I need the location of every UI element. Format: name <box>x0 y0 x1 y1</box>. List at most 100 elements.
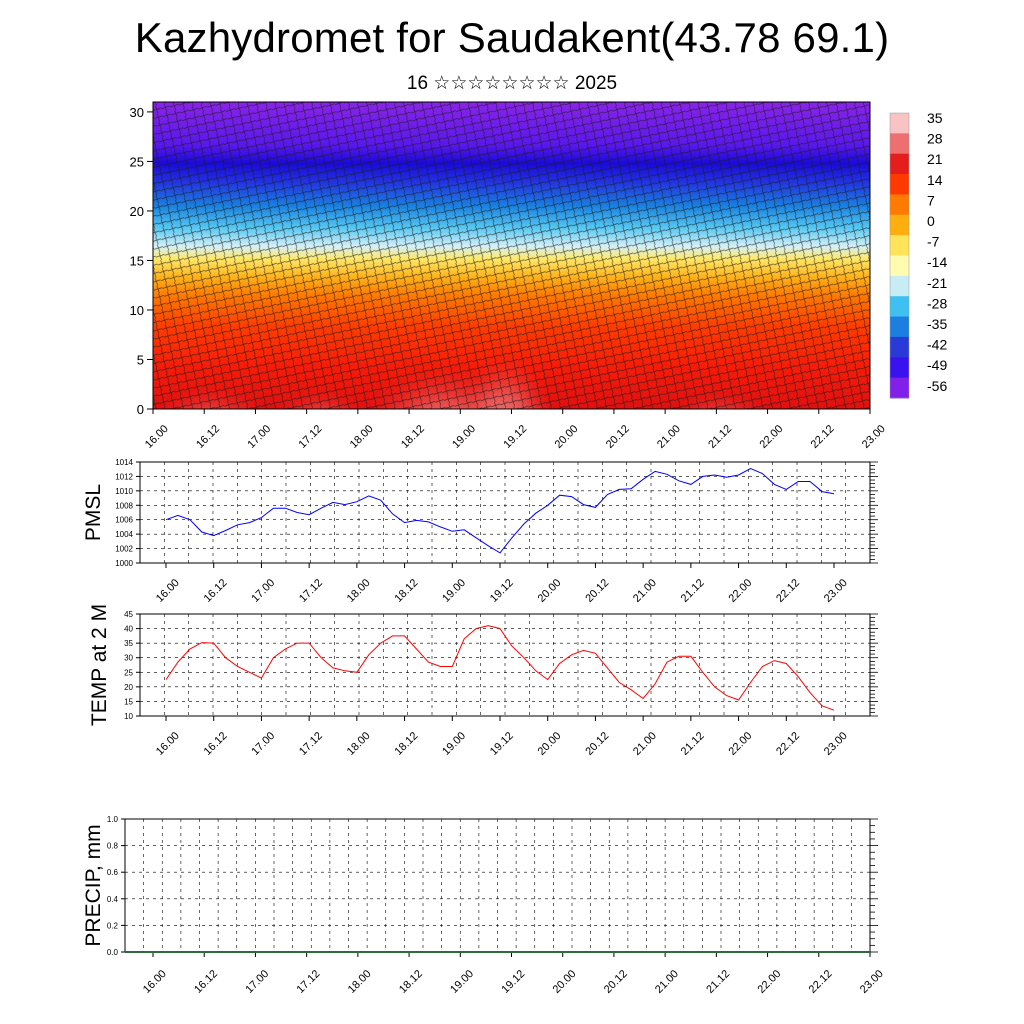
x-tick-label: 21.00 <box>631 730 659 758</box>
x-tick-label: 19.12 <box>488 730 516 758</box>
colorbar-swatch <box>890 275 909 297</box>
y-tick-label: 0.6 <box>107 868 119 877</box>
x-tick-label: 16.00 <box>143 423 171 451</box>
x-tick-label: 23.00 <box>858 968 886 996</box>
colorbar-swatch <box>890 336 909 358</box>
precip-panel: 0.0 0.2 0.4 0.6 0.8 1.0 16.00 16.12 17.00 17.12 18… <box>82 815 886 996</box>
colorbar-label: 14 <box>927 172 943 188</box>
colorbar-swatch <box>890 235 909 256</box>
x-tick-label: 18.12 <box>399 423 427 451</box>
x-tick-label: 22.00 <box>757 423 785 451</box>
colorbar-label: -35 <box>927 316 947 332</box>
colorbar-swatch <box>890 255 909 277</box>
x-tick-label: 18.00 <box>346 968 374 996</box>
x-tick-label: 19.12 <box>488 577 516 605</box>
colorbar-label: -56 <box>927 378 947 394</box>
x-tick-label: 20.12 <box>583 577 611 605</box>
x-tick-label: 20.00 <box>553 423 581 451</box>
colorbar-label: 0 <box>927 213 935 229</box>
colorbar-swatch <box>890 296 909 318</box>
y-tick-label: 0.4 <box>107 895 119 904</box>
colorbar-label: -14 <box>927 254 947 270</box>
x-tick-label: 17.00 <box>245 423 273 451</box>
x-tick-label: 21.12 <box>679 730 707 758</box>
x-tick-label: 20.00 <box>536 577 564 605</box>
x-tick-label: 22.00 <box>755 968 783 996</box>
x-tick-label: 22.12 <box>774 577 802 605</box>
colorbar-label: -28 <box>927 295 947 311</box>
x-tick-label: 17.12 <box>295 968 323 996</box>
colorbar-swatch <box>890 174 909 195</box>
x-tick-label: 21.00 <box>655 423 683 451</box>
y-tick-label: 1006 <box>115 516 133 525</box>
x-tick-label: 21.00 <box>631 577 659 605</box>
colorbar-label: -49 <box>927 357 947 373</box>
x-tick-label: 20.12 <box>583 730 611 758</box>
y-tick-label: 15 <box>124 697 133 706</box>
colorbar-label: 7 <box>927 192 935 208</box>
x-tick-label: 16.12 <box>194 423 222 451</box>
y-tick-label: 10 <box>124 712 133 721</box>
y-tick-label: 10 <box>130 303 144 318</box>
y-tick-label: 20 <box>124 683 133 692</box>
x-tick-label: 17.00 <box>249 577 277 605</box>
series-line <box>165 625 835 711</box>
heatmap-y-axis: 0 5 10 15 20 25 30 <box>130 105 153 417</box>
colorbar-legend: 35 28 21 14 7 0 -7 -14 -21 -28 -35 -42 -49 -56 <box>889 110 947 399</box>
x-tick-label: 18.00 <box>345 730 373 758</box>
x-tick-label: 16.00 <box>154 577 182 605</box>
x-tick-label: 19.00 <box>448 968 476 996</box>
x-tick-label: 22.00 <box>726 730 754 758</box>
y-tick-label: 1004 <box>115 530 133 539</box>
y-tick-label: 30 <box>124 654 133 663</box>
colorbar-label: 35 <box>927 110 943 126</box>
colorbar-label: 28 <box>927 131 943 147</box>
x-tick-label: 21.00 <box>653 968 681 996</box>
chart-title: Kazhydromet for Saudakent(43.78 69.1) <box>134 14 890 61</box>
x-tick-label: 19.12 <box>501 423 529 451</box>
y-axis-label: PMSL <box>82 484 105 541</box>
x-tick-label: 16.00 <box>141 968 169 996</box>
x-tick-label: 19.12 <box>499 968 527 996</box>
x-tick-label: 17.00 <box>243 968 271 996</box>
x-tick-label: 16.12 <box>192 968 220 996</box>
cross-section-heatmap: 0 5 10 15 20 25 30 16.00 16.12 17.00 17.12 18.00 18… <box>130 101 888 451</box>
y-tick-label: 0 <box>137 402 144 417</box>
colorbar-swatch <box>890 133 909 155</box>
colorbar-frame <box>889 112 910 399</box>
y-tick-label: 0.0 <box>107 948 119 957</box>
x-tick-label: 17.12 <box>297 423 325 451</box>
y-tick-label: 25 <box>124 668 133 677</box>
colorbar-swatch <box>890 214 909 236</box>
y-axis-label: PRECIP, mm <box>82 824 105 946</box>
x-tick-label: 20.00 <box>536 730 564 758</box>
x-tick-label: 18.12 <box>392 730 420 758</box>
colorbar-label: 21 <box>927 151 943 167</box>
y-tick-label: 1014 <box>115 458 133 467</box>
colorbar-label: -42 <box>927 337 947 353</box>
y-tick-label: 20 <box>130 204 144 219</box>
y-tick-label: 1012 <box>115 472 133 481</box>
y-axis-label: TEMP at 2 M <box>88 604 111 726</box>
y-tick-label: 0.8 <box>107 842 119 851</box>
x-tick-label: 22.12 <box>774 730 802 758</box>
x-tick-label: 18.00 <box>348 423 376 451</box>
colorbar-swatch <box>890 316 909 338</box>
colorbar-swatch <box>890 194 909 216</box>
x-tick-label: 19.00 <box>440 730 468 758</box>
y-tick-label: 40 <box>124 625 133 634</box>
y-tick-label: 1008 <box>115 501 133 510</box>
heatmap-x-axis: 16.00 16.12 17.00 17.12 18.00 18.12 19.00 19.12… <box>143 409 888 451</box>
x-tick-label: 17.00 <box>249 730 277 758</box>
colorbar-label: -7 <box>927 234 940 250</box>
y-tick-label: 1010 <box>115 487 133 496</box>
colorbar-swatch <box>890 153 909 175</box>
y-tick-label: 45 <box>124 610 133 619</box>
x-tick-label: 17.12 <box>297 730 325 758</box>
x-tick-label: 16.00 <box>154 730 182 758</box>
x-tick-label: 18.12 <box>392 577 420 605</box>
x-tick-label: 19.00 <box>440 577 468 605</box>
y-tick-label: 0.2 <box>107 921 119 930</box>
x-tick-label: 19.00 <box>450 423 478 451</box>
